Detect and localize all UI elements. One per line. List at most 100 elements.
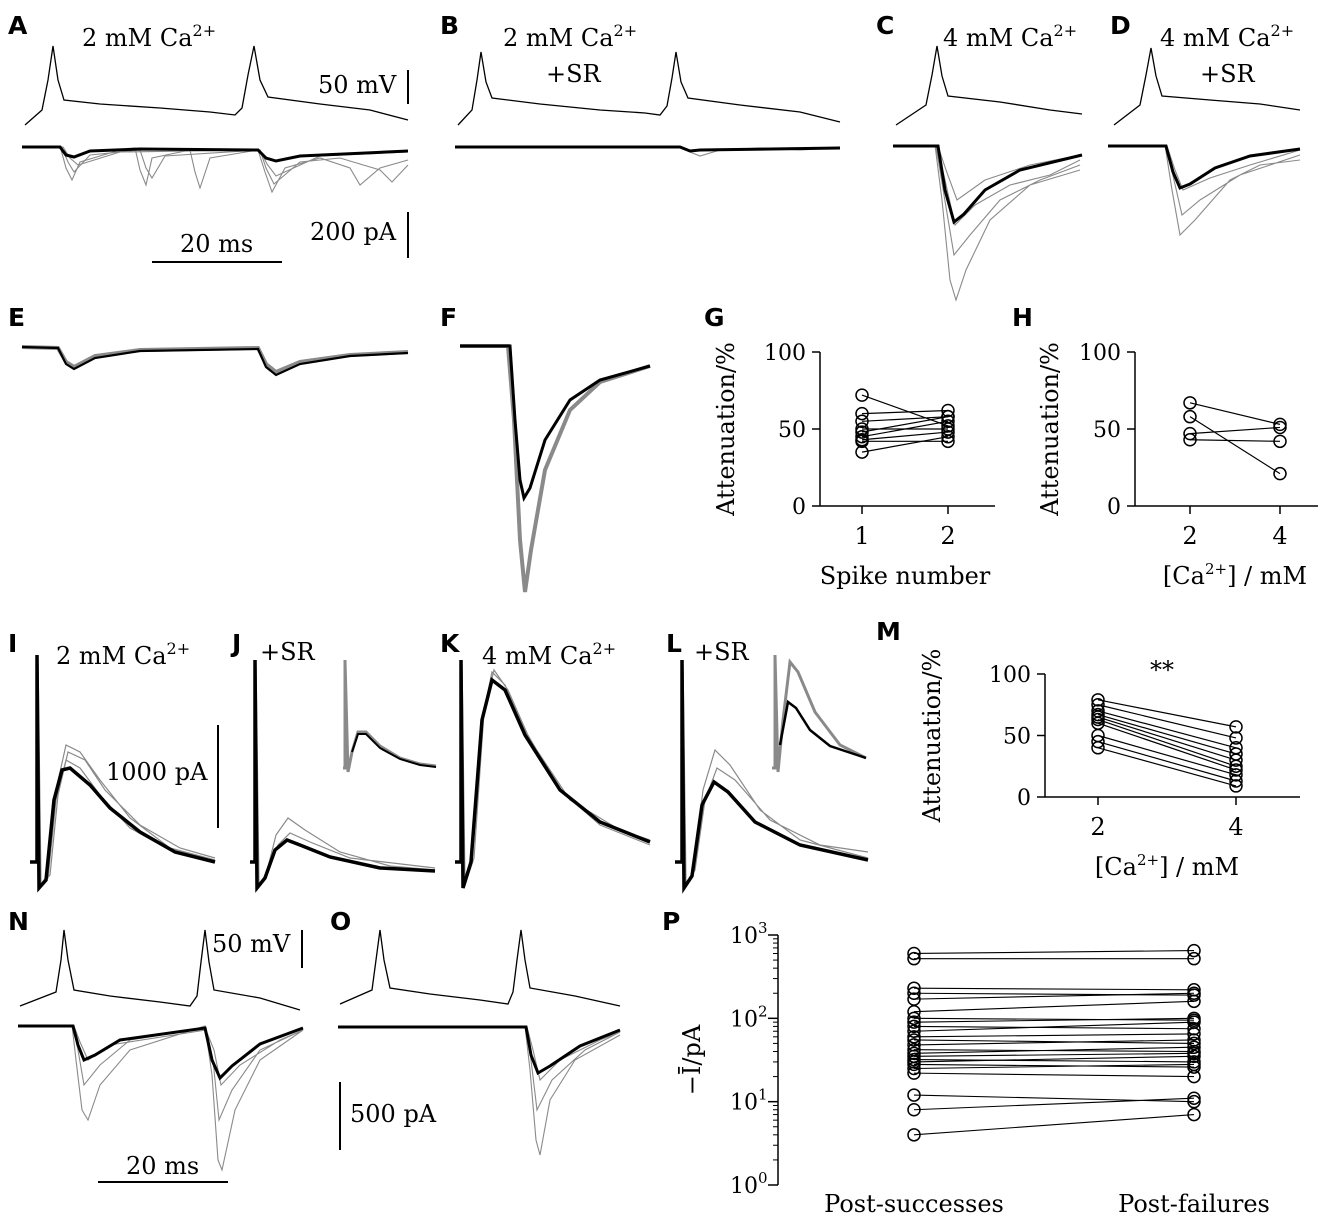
y-tick-label: 50 — [1003, 725, 1031, 750]
panel-label-d: D — [1110, 11, 1131, 40]
scalebar-current-label-a: 200 pA — [310, 218, 397, 246]
panel-i: I 2 mM Ca2+ 1000 pA — [8, 629, 219, 893]
pair-line — [1189, 416, 1281, 475]
data-point — [1187, 1011, 1201, 1026]
data-point — [907, 946, 921, 961]
data-point — [1187, 1094, 1201, 1109]
panel-label-b: B — [440, 11, 459, 40]
pair-line — [913, 987, 1195, 991]
voltage-trace-a — [24, 45, 409, 126]
data-point — [1229, 720, 1243, 734]
panel-k-condition: 4 mM Ca2+ — [482, 639, 616, 670]
pair-line — [861, 436, 949, 453]
data-point — [1229, 731, 1243, 745]
panel-d: D 4 mM Ca2+ +SR — [1108, 11, 1301, 237]
panel-b: B 2 mM Ca2+ +SR — [440, 11, 841, 157]
scalebar-current-label-o: 500 pA — [350, 1100, 437, 1128]
mean-current-trace-o — [338, 1025, 621, 1076]
data-point — [907, 1033, 921, 1047]
data-point — [1229, 763, 1243, 777]
voltage-trace-d — [1113, 47, 1301, 126]
panel-g: G 0 50 100 1 2 Attenuation/% Spike number — [704, 303, 995, 590]
data-point — [1273, 434, 1287, 449]
pair-line — [913, 1046, 1195, 1054]
data-point — [941, 414, 955, 429]
data-point — [907, 1019, 921, 1034]
pair-line — [1189, 439, 1281, 442]
pair-line — [913, 1017, 1195, 1021]
panel-a-condition: 2 mM Ca2+ — [82, 21, 216, 52]
chart-g: 0 50 100 1 2 Attenuation/% Spike number — [712, 341, 995, 590]
panel-o: O 500 pA — [330, 907, 621, 1156]
data-point — [1187, 986, 1201, 1000]
pair-line — [913, 1000, 1195, 1013]
panel-m: M 0 50 100 2 4 Attenuation/% [Ca2+] / mM ** — [876, 617, 1300, 881]
y-tick-label: 0 — [1017, 786, 1031, 811]
pair-line — [861, 416, 949, 422]
panel-label-j: J — [230, 629, 241, 658]
voltage-trace-b — [457, 51, 841, 126]
panel-label-c: C — [876, 11, 894, 40]
data-point — [1187, 1107, 1201, 1122]
data-point — [941, 434, 955, 449]
panel-label-h: H — [1012, 303, 1033, 332]
x-axis-label: Spike number — [820, 562, 991, 590]
x-tick-label: 2 — [940, 522, 955, 550]
data-point — [1183, 396, 1197, 410]
panel-f: F — [440, 303, 651, 593]
pair-line — [861, 409, 949, 415]
x-tick-label: 2 — [1182, 522, 1197, 550]
x-axis-label: [Ca2+] / mM — [1095, 851, 1239, 881]
y-tick-label: 50 — [778, 418, 806, 443]
trace-k-black — [455, 659, 651, 889]
pair-line — [1097, 699, 1237, 728]
y-tick-label: 50 — [1093, 418, 1121, 443]
pair-line — [861, 416, 949, 433]
data-point — [1187, 1036, 1201, 1051]
y-tick-label: 100 — [989, 663, 1031, 688]
y-tick-label: 0 — [792, 495, 806, 520]
data-point — [907, 1102, 921, 1117]
panel-c: C 4 mM Ca2+ — [876, 11, 1083, 302]
data-point — [1273, 420, 1287, 435]
panel-d-drug: +SR — [1200, 60, 1256, 88]
data-point — [855, 434, 869, 449]
data-point — [907, 1015, 921, 1029]
data-point — [1229, 774, 1243, 788]
y-tick-label: 101 — [730, 1086, 768, 1116]
y-tick-label: 102 — [730, 1002, 768, 1032]
y-tick-label: 103 — [730, 919, 768, 949]
pair-line — [913, 1033, 1195, 1038]
pair-line — [913, 1114, 1195, 1136]
data-point — [1187, 1021, 1201, 1036]
traces-l-gray — [675, 659, 869, 888]
pair-line — [913, 1063, 1195, 1070]
panel-l: L +SR — [666, 629, 869, 894]
data-point — [1229, 779, 1243, 793]
pair-line — [913, 1072, 1195, 1078]
y-axis-label: Attenuation/% — [1036, 342, 1064, 517]
data-point — [1187, 1069, 1201, 1084]
data-point — [1187, 1040, 1201, 1054]
data-point — [907, 1128, 921, 1142]
data-point — [941, 429, 955, 444]
scalebar-current-label-i: 1000 pA — [106, 758, 208, 786]
trace-e-black — [21, 345, 409, 377]
voltage-trace-n — [19, 929, 301, 1011]
data-point — [1183, 426, 1197, 441]
panel-l-condition: +SR — [694, 638, 750, 666]
pair-line — [1097, 716, 1237, 761]
data-point — [907, 986, 921, 1000]
pair-line — [913, 1063, 1195, 1068]
data-point — [855, 445, 869, 459]
data-point — [1183, 433, 1197, 447]
mean-current-trace-n — [18, 1024, 304, 1081]
trace-j-black — [250, 659, 436, 893]
panel-c-condition: 4 mM Ca2+ — [943, 21, 1077, 52]
scalebar-voltage-label-a: 50 mV — [318, 71, 397, 99]
pair-line — [1097, 747, 1237, 787]
current-traces-d — [1108, 144, 1301, 237]
pair-line — [913, 1097, 1195, 1111]
scalebar-time-label-a: 20 ms — [180, 230, 253, 258]
data-point — [1187, 1027, 1201, 1041]
